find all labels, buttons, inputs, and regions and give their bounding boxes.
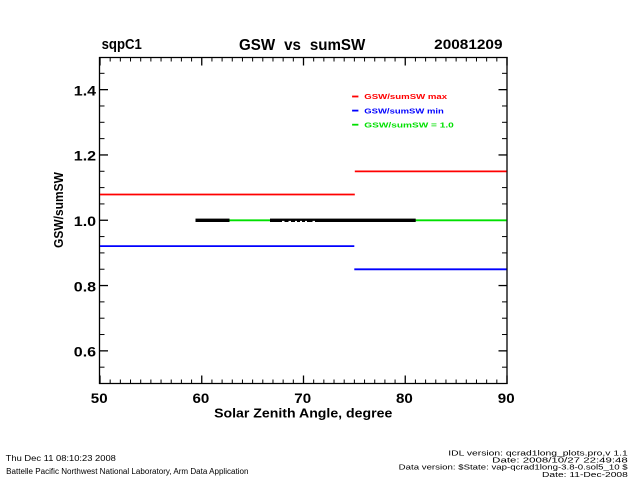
svg-text:1.0: 1.0	[74, 214, 97, 229]
svg-text:Data version: $State: vap-qcra: Data version: $State: vap-qcrad1long-3.8…	[399, 462, 629, 471]
svg-text:Battelle Pacific Northwest Nat: Battelle Pacific Northwest National Labo…	[6, 467, 248, 476]
svg-text:80: 80	[396, 391, 413, 407]
svg-text:GSW/sumSW = 1.0: GSW/sumSW = 1.0	[364, 121, 454, 130]
svg-text:GSW/sumSW max: GSW/sumSW max	[364, 92, 448, 101]
svg-text:GSW/sumSW min: GSW/sumSW min	[364, 106, 444, 115]
svg-text:Date: 11-Dec-2008: Date: 11-Dec-2008	[542, 470, 628, 479]
svg-text:20081209: 20081209	[434, 37, 503, 52]
svg-text:sqpC1: sqpC1	[102, 37, 142, 53]
svg-text:0.6: 0.6	[74, 345, 97, 360]
svg-text:60: 60	[193, 391, 210, 407]
svg-text:GSW/sumSW: GSW/sumSW	[51, 171, 66, 248]
svg-text:70: 70	[294, 391, 311, 407]
svg-text:0.8: 0.8	[74, 279, 97, 294]
svg-text:1.4: 1.4	[74, 83, 97, 98]
svg-text:Thu Dec 11 08:10:23 2008: Thu Dec 11 08:10:23 2008	[6, 453, 117, 463]
svg-text:Solar Zenith Angle, degree: Solar Zenith Angle, degree	[214, 407, 392, 421]
svg-text:50: 50	[91, 391, 108, 407]
svg-text:90: 90	[498, 391, 515, 407]
svg-text:1.2: 1.2	[74, 149, 97, 164]
svg-text:IDL version: qcrad1long_plots.: IDL version: qcrad1long_plots.pro,v 1.1	[448, 449, 627, 458]
svg-text:Date: 2008/10/27 22:49:48: Date: 2008/10/27 22:49:48	[492, 455, 628, 464]
svg-text:GSW vs sumSW: GSW vs sumSW	[239, 37, 366, 54]
